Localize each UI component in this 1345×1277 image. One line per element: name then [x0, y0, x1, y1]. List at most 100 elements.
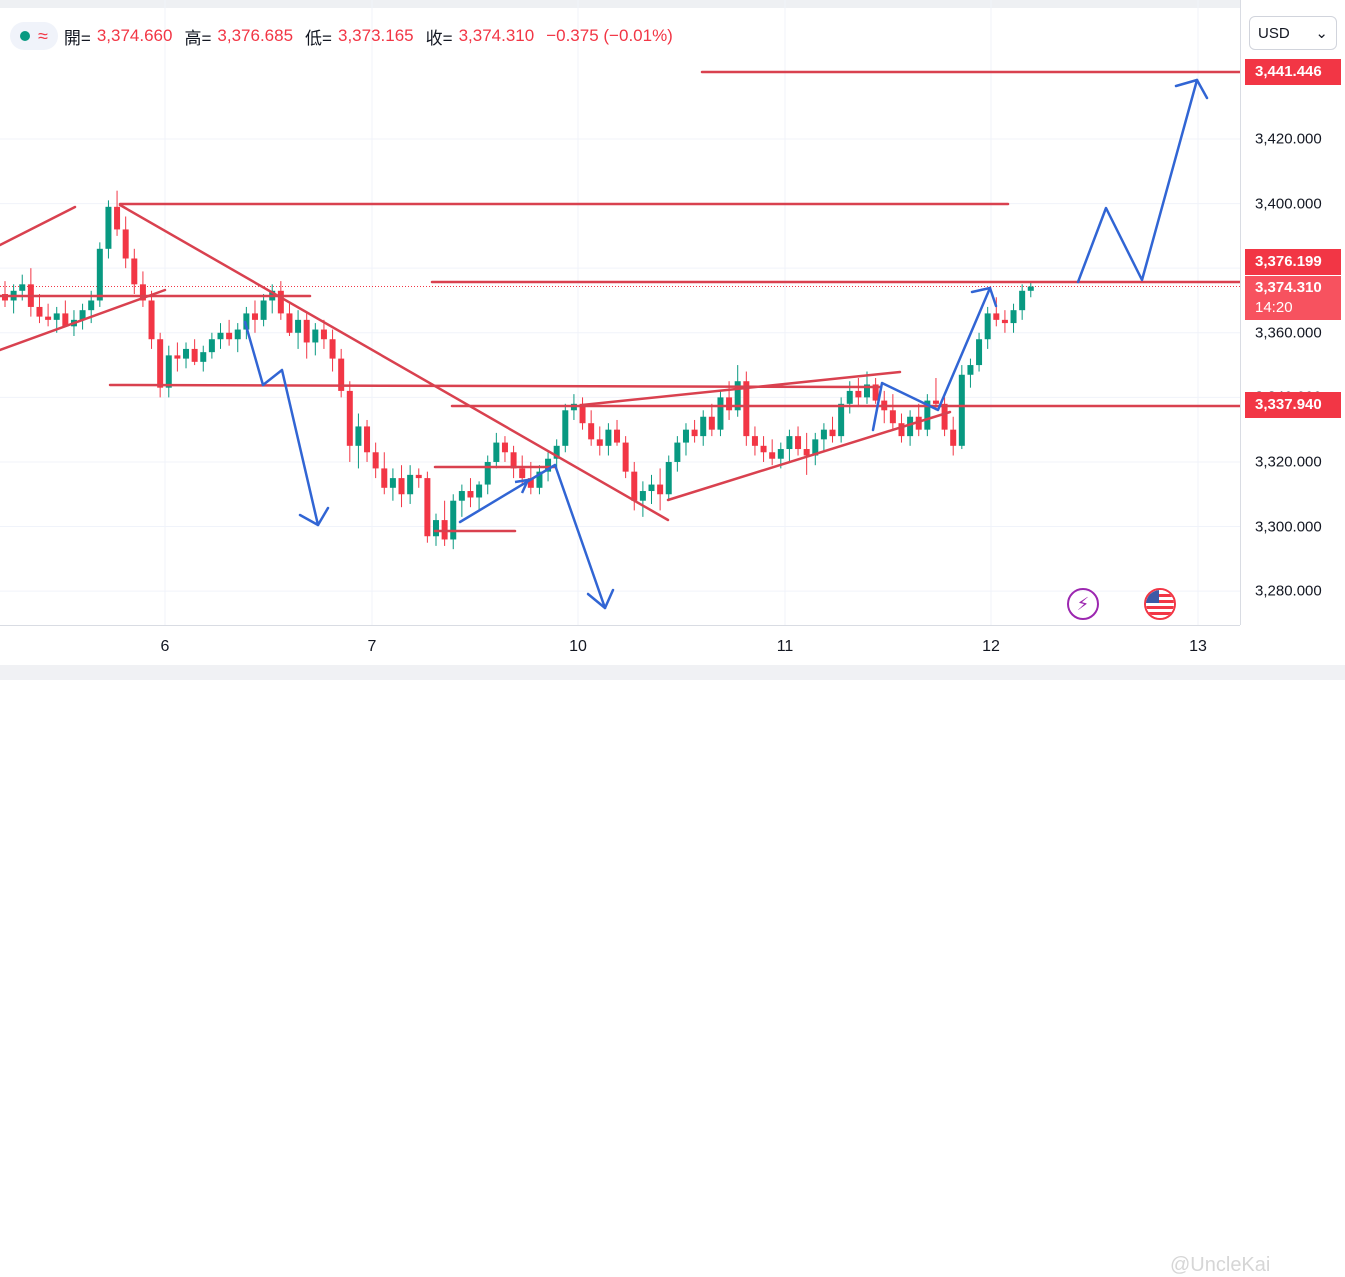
candle-body [200, 352, 207, 362]
symbol-status-pill[interactable]: ≈ [10, 22, 58, 50]
y-tick-label: 3,320.000 [1255, 453, 1322, 471]
candle-body [838, 403, 845, 437]
candle-body [88, 300, 95, 311]
bottom-strip [0, 665, 1345, 680]
projection-arrow [871, 286, 992, 432]
arrow-head [514, 478, 531, 494]
candle-body [751, 436, 758, 446]
candle-body [501, 442, 508, 453]
candle-body [941, 403, 948, 430]
top-border [0, 0, 1345, 8]
arrow-head [298, 506, 330, 527]
candle-body [777, 449, 784, 459]
candle-body [251, 313, 258, 320]
candle-body [631, 471, 638, 501]
candle-body [364, 426, 371, 453]
candle-body [139, 284, 146, 301]
candle-body [976, 339, 983, 366]
us-flag-event-icon[interactable] [1144, 588, 1176, 620]
bar-countdown: 14:20 [1255, 299, 1293, 316]
arrow-head [970, 286, 998, 308]
candle-body [303, 319, 310, 343]
candle-body [183, 348, 190, 359]
y-tick-label: 3,360.000 [1255, 324, 1322, 342]
target-price-value: 3,441.446 [1255, 63, 1322, 80]
candle-body [234, 329, 241, 340]
candle-body [708, 416, 715, 430]
candle-body [217, 332, 224, 340]
candles [2, 190, 1034, 550]
candle-body [915, 416, 922, 430]
x-tick-label: 6 [160, 638, 170, 655]
candle-body [958, 374, 965, 446]
candle-body [1027, 286, 1034, 291]
high-label: 高= [184, 28, 212, 48]
chart-area[interactable]: ≈ 開= 3,374.660 高= 3,376.685 低= 3,373.165 收=… [0, 0, 1240, 625]
candle-body [1010, 310, 1017, 324]
candle-body [717, 397, 724, 430]
trend-line [666, 410, 952, 502]
projection-arrow [458, 463, 607, 610]
price-scale[interactable]: USD ⌄ 3,280.0003,300.0003,320.0003,340.0… [1240, 0, 1345, 625]
candle-body [700, 416, 707, 437]
candle-body [820, 429, 827, 440]
candle-body [605, 429, 612, 446]
candle-body [372, 452, 379, 469]
candle-body [165, 355, 172, 388]
trend-line [580, 370, 902, 407]
currency-selector[interactable]: USD ⌄ [1249, 16, 1337, 50]
candle-body [682, 429, 689, 443]
wave-icon: ≈ [38, 25, 48, 46]
target-price-tag: 3,441.446 [1245, 59, 1341, 85]
chart-canvas[interactable] [0, 0, 1240, 625]
trend-line [0, 205, 77, 247]
candle-body [329, 339, 336, 359]
candle-body [639, 491, 646, 501]
candle-body [338, 358, 345, 391]
candle-body [243, 313, 250, 330]
candle-body [691, 429, 698, 437]
time-scale[interactable]: 6 7 10 11 12 13 @UncleKai [0, 625, 1270, 1276]
candle-body [743, 381, 750, 437]
y-tick-label: 3,420.000 [1255, 130, 1322, 148]
candle-body [769, 452, 776, 459]
candle-body [553, 445, 560, 459]
candle-body [657, 484, 664, 495]
close-value: 3,374.310 [458, 26, 535, 45]
candle-body [527, 478, 534, 488]
candle-body [346, 390, 353, 446]
candle-body [1019, 290, 1026, 311]
candle-body [450, 500, 457, 540]
candle-body [424, 478, 431, 537]
lightning-event-icon[interactable]: ⚡ [1067, 588, 1099, 620]
candle-body [226, 332, 233, 340]
grid [0, 0, 1240, 625]
lower-level-value: 3,337.940 [1255, 396, 1322, 413]
candle-body [355, 426, 362, 446]
candle-body [62, 313, 69, 327]
candle-body [53, 313, 60, 320]
candle-body [872, 384, 879, 401]
candle-body [191, 348, 198, 362]
drawings[interactable] [0, 70, 1240, 610]
candle-body [105, 206, 112, 249]
candle-body [596, 439, 603, 446]
candle-body [131, 258, 138, 285]
open-value: 3,374.660 [96, 26, 173, 45]
candle-body [674, 442, 681, 462]
candle-body [588, 423, 595, 440]
candle-body [157, 339, 164, 388]
candle-body [803, 449, 810, 456]
candle-body [493, 442, 500, 462]
candle-body [295, 319, 302, 333]
change-value: −0.375 (−0.01%) [546, 26, 673, 45]
candle-body [320, 329, 327, 340]
candle-body [924, 400, 931, 430]
candle-body [864, 384, 870, 398]
y-tick-label: 3,300.000 [1255, 518, 1322, 536]
candle-body [114, 206, 121, 230]
candle-body [381, 468, 388, 488]
candle-body [510, 452, 517, 469]
currency-value: USD [1258, 24, 1290, 42]
candle-body [433, 520, 439, 537]
